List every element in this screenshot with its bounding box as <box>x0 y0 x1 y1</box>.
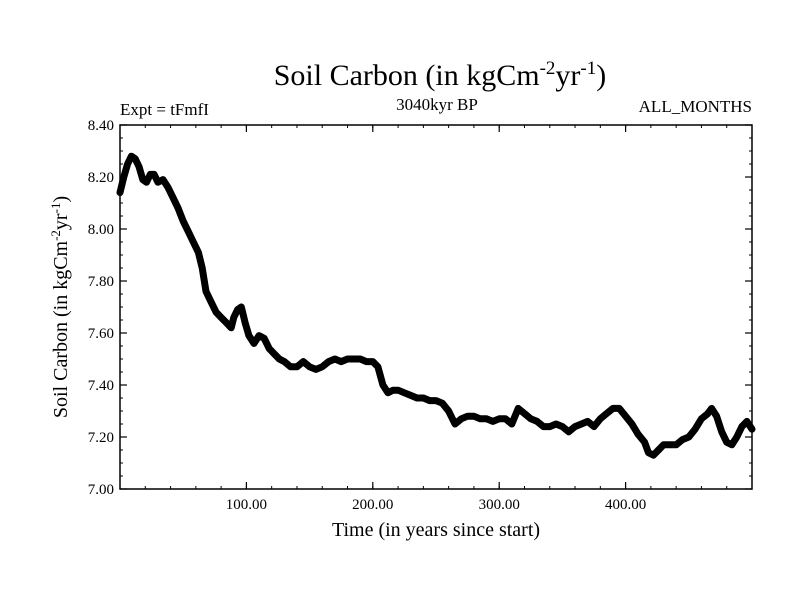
y-tick-label: 8.20 <box>88 170 114 186</box>
chart-title: Soil Carbon (in kgCm-2yr-1) <box>274 58 607 92</box>
x-tick-label: 200.00 <box>352 497 393 513</box>
y-tick-label: 7.40 <box>88 378 114 394</box>
subtitle-right: ALL_MONTHS <box>639 97 752 116</box>
subtitle-center: 3040kyr BP <box>396 95 478 114</box>
y-tick-label: 7.20 <box>88 430 114 446</box>
subtitle-left: Expt = tFmfI <box>120 100 209 119</box>
y-tick-label: 8.40 <box>88 118 114 134</box>
y-axis-label: Soil Carbon (in kgCm-2yr-1) <box>48 196 72 418</box>
y-tick-label: 7.60 <box>88 326 114 342</box>
x-tick-label: 400.00 <box>605 497 646 513</box>
x-tick-label: 300.00 <box>479 497 520 513</box>
axis-ticks: 7.00 7.20 7.40 7.60 7.80 8.00 8.20 8.40 100.00 20… <box>88 118 753 513</box>
y-tick-label: 8.00 <box>88 222 114 238</box>
y-tick-label: 7.00 <box>88 482 114 498</box>
plot-frame <box>119 124 753 490</box>
soil-carbon-series-line <box>116 152 756 459</box>
x-axis-label: Time (in years since start) <box>332 519 540 541</box>
x-tick-label: 100.00 <box>226 497 267 513</box>
y-tick-label: 7.80 <box>88 274 114 290</box>
